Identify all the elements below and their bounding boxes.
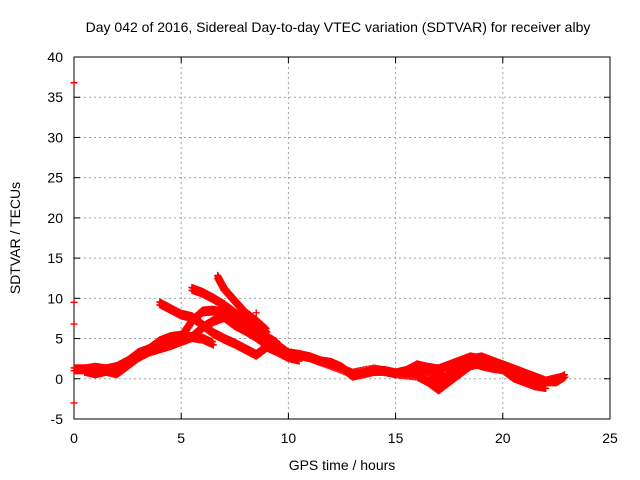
x-tick-label: 20 bbox=[495, 430, 511, 446]
data-point-track-h bbox=[509, 364, 517, 372]
y-tick-label: 10 bbox=[47, 290, 63, 306]
x-tick-label: 25 bbox=[602, 430, 618, 446]
y-tick-label: 25 bbox=[47, 170, 63, 186]
y-tick-label: 0 bbox=[55, 371, 63, 387]
data-point-track-d bbox=[274, 341, 282, 349]
x-tick-label: 0 bbox=[70, 430, 78, 446]
y-tick-label: 40 bbox=[47, 49, 63, 65]
data-point-track-c bbox=[295, 357, 303, 365]
data-point-track-e bbox=[263, 328, 271, 336]
data-point-track-e bbox=[262, 325, 270, 333]
data-point-track-f bbox=[209, 341, 217, 349]
data-point-outliers bbox=[70, 79, 78, 87]
data-point-outliers bbox=[70, 320, 78, 328]
y-tick-label: -5 bbox=[51, 411, 64, 427]
y-tick-label: 30 bbox=[47, 129, 63, 145]
data-point-outliers bbox=[70, 298, 78, 306]
y-tick-label: 35 bbox=[47, 89, 63, 105]
data-points bbox=[70, 79, 569, 407]
chart-title: Day 042 of 2016, Sidereal Day-to-day VTE… bbox=[86, 19, 591, 35]
x-axis-label: GPS time / hours bbox=[289, 457, 396, 473]
y-tick-label: 15 bbox=[47, 250, 63, 266]
axis-ticks: 0 5 10 15 20 25 -5 0 5 10 15 20 25 30 35 40 bbox=[47, 49, 618, 446]
plot-frame bbox=[73, 56, 611, 420]
data-point-track-f bbox=[209, 338, 217, 346]
data-point-outliers bbox=[70, 399, 78, 407]
data-point-track-h bbox=[510, 367, 518, 375]
y-tick-label: 20 bbox=[47, 210, 63, 226]
data-point-outliers bbox=[252, 309, 260, 317]
data-point-track-g bbox=[542, 384, 550, 392]
data-point-track-d bbox=[273, 338, 281, 346]
x-tick-label: 5 bbox=[177, 430, 185, 446]
y-axis-label: SDTVAR / TECUs bbox=[7, 182, 23, 294]
data-point-track-b bbox=[559, 375, 567, 383]
x-tick-label: 15 bbox=[388, 430, 404, 446]
y-tick-label: 5 bbox=[55, 331, 63, 347]
x-tick-label: 10 bbox=[281, 430, 297, 446]
